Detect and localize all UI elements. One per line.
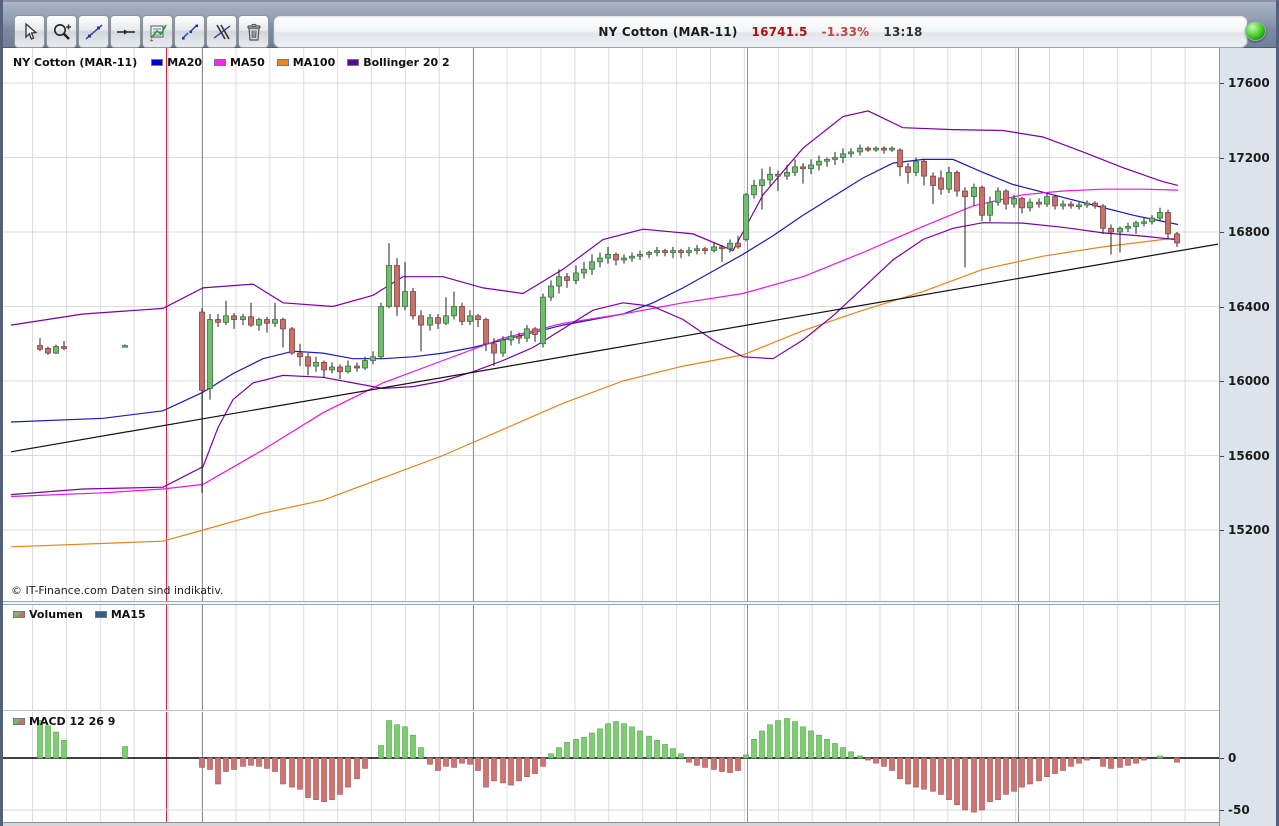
ma15-legend-label: MA15 <box>110 608 146 621</box>
ma20-swatch-icon <box>151 59 164 66</box>
ma50-swatch-icon <box>214 59 227 66</box>
main-price-chart-canvas[interactable] <box>3 48 1219 601</box>
y-axis-label: 16800 <box>1228 225 1270 239</box>
last-price: 16741.5 <box>751 24 808 39</box>
y-axis-label: 0 <box>1228 751 1237 765</box>
indicator-chart-icon <box>148 22 168 42</box>
axis-tick <box>1220 83 1224 84</box>
ma15-swatch-icon <box>94 611 107 618</box>
volume-legend: Volumen MA15 <box>3 608 146 621</box>
y-axis-label: -50 <box>1228 803 1250 817</box>
y-axis-label: 16400 <box>1228 299 1270 314</box>
pane-separator-2[interactable] <box>3 710 1219 712</box>
connection-status-icon <box>1245 21 1266 41</box>
price-change-percent: -1.33% <box>821 24 870 39</box>
axis-tick <box>1220 157 1224 159</box>
ma50-legend-label: MA50 <box>230 56 265 69</box>
trendline-tool-button[interactable] <box>78 15 109 48</box>
toolbar-button-group <box>14 15 270 48</box>
trash-icon <box>245 22 263 42</box>
axis-tick <box>1220 810 1224 811</box>
zoom-tool-button[interactable] <box>46 15 77 48</box>
axis-tick <box>1220 232 1224 233</box>
cursor-tool-button[interactable] <box>14 15 45 48</box>
top-toolbar: NY Cotton (MAR-11) 16741.5 -1.33% 13:18 <box>3 0 1276 48</box>
pane-separator[interactable] <box>3 601 1219 605</box>
horizontal-line-icon <box>116 22 136 42</box>
macd-legend: MACD 12 26 9 <box>3 715 115 728</box>
zoom-icon <box>52 22 72 42</box>
y-axis-label: 17200 <box>1228 150 1270 165</box>
y-axis-label: 16000 <box>1228 374 1270 388</box>
delete-all-tool-button[interactable] <box>238 15 269 48</box>
y-axis-label: 17600 <box>1228 76 1270 90</box>
axis-tick <box>1220 306 1224 308</box>
y-axis-label: 15200 <box>1228 523 1270 537</box>
legend-instrument-title: NY Cotton (MAR-11) <box>13 56 138 69</box>
axis-tick <box>1220 381 1224 382</box>
trendline-icon <box>84 22 104 42</box>
quote-time: 13:18 <box>883 24 923 39</box>
axis-tick <box>1220 530 1224 531</box>
segments-icon <box>180 22 200 42</box>
main-chart-legend: NY Cotton (MAR-11) MA20 MA50 MA100 Bolli… <box>3 56 450 69</box>
price-axis[interactable]: 17600 17200 16800 16400 16000 15600 15200 0 -50 <box>1219 48 1276 826</box>
bollinger-legend-label: Bollinger 20 2 <box>363 56 450 69</box>
bollinger-swatch-icon <box>347 59 360 66</box>
axis-tick <box>1220 758 1224 759</box>
remove-line-icon <box>212 22 232 42</box>
macd-swatch-icon <box>13 718 25 725</box>
macd-legend-label: MACD 12 26 9 <box>29 715 116 728</box>
ma20-legend-label: MA20 <box>167 56 203 69</box>
indicators-tool-button[interactable] <box>142 15 173 48</box>
ma100-swatch-icon <box>276 59 289 66</box>
chart-body: NY Cotton (MAR-11) MA20 MA50 MA100 Bolli… <box>3 48 1276 826</box>
macd-chart-canvas[interactable] <box>3 712 1219 822</box>
remove-drawing-tool-button[interactable] <box>206 15 237 48</box>
cursor-icon <box>21 22 39 42</box>
volume-legend-label: Volumen <box>29 608 83 621</box>
ma100-legend-label: MA100 <box>292 56 336 69</box>
copyright-note: © IT-Finance.com Daten sind indikativ. <box>11 584 224 597</box>
instrument-name: NY Cotton (MAR-11) <box>598 24 738 39</box>
segments-tool-button[interactable] <box>174 15 205 48</box>
volume-swatch-icon <box>13 611 25 618</box>
volume-chart-canvas[interactable] <box>3 605 1219 710</box>
bottom-divider <box>3 822 1219 826</box>
y-axis-label: 15600 <box>1228 448 1270 463</box>
horizontal-line-tool-button[interactable] <box>110 15 141 48</box>
instrument-title-bar[interactable]: NY Cotton (MAR-11) 16741.5 -1.33% 13:18 <box>273 15 1248 48</box>
axis-tick <box>1220 455 1224 457</box>
